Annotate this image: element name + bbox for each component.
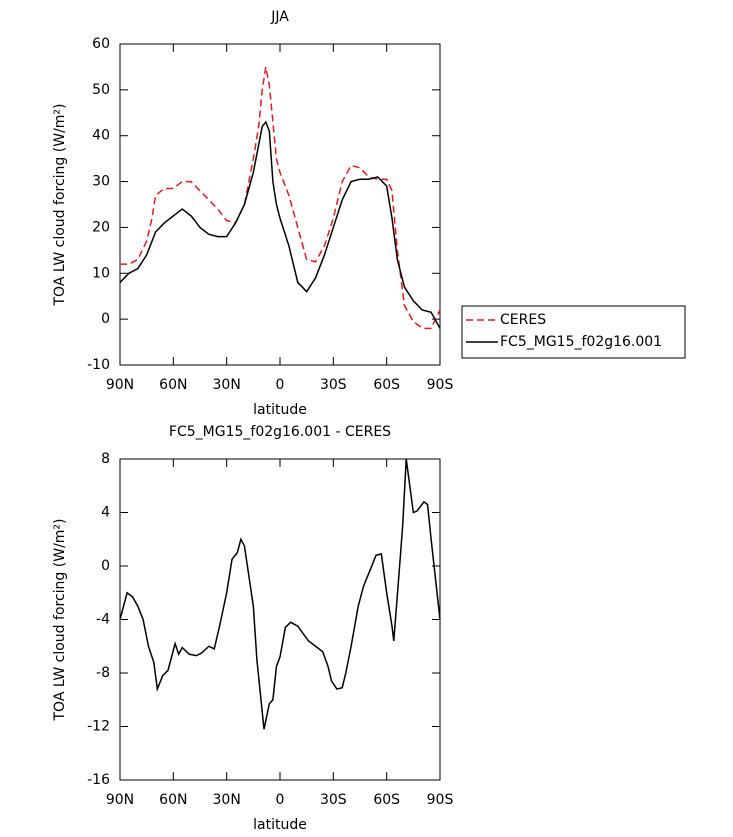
y-tick-label: 20 [92, 219, 110, 235]
x-tick-label: 30N [213, 792, 241, 808]
x-tick-label: 90N [106, 377, 134, 393]
plot-frame [119, 43, 441, 366]
y-tick-label: -10 [87, 357, 110, 373]
x-tick-label: 60S [373, 792, 400, 808]
legend-label: FC5_MG15_f02g16.001 [500, 334, 662, 350]
x-tick-label: 60N [159, 792, 187, 808]
y-tick-label: 60 [92, 36, 110, 52]
y-tick-label: -12 [87, 719, 110, 735]
data-line [119, 458, 441, 730]
x-tick-label: 30S [320, 792, 347, 808]
x-axis-label: latitude [253, 402, 307, 418]
y-tick-label: 0 [101, 558, 110, 574]
x-tick-label: 60S [373, 377, 400, 393]
legend-label: CERES [500, 312, 546, 328]
y-tick-label: 50 [92, 82, 110, 98]
y-tick-label: 10 [92, 265, 110, 281]
y-tick-label: -16 [87, 772, 110, 788]
x-axis-label: latitude [253, 817, 307, 833]
chart-title: FC5_MG15_f02g16.001 - CERES [169, 424, 391, 440]
x-tick-label: 0 [276, 377, 285, 393]
y-tick-label: -8 [96, 665, 110, 681]
x-tick-label: 60N [159, 377, 187, 393]
x-tick-label: 30S [320, 377, 347, 393]
y-axis-label: TOA LW cloud forcing (W/m²) [52, 104, 68, 307]
chart-title: JJA [270, 9, 289, 25]
x-tick-label: 90N [106, 792, 134, 808]
y-tick-label: 30 [92, 174, 110, 190]
x-tick-label: 90S [427, 792, 454, 808]
y-tick-label: 4 [101, 505, 110, 521]
y-tick-label: 8 [101, 451, 110, 467]
plot-frame [119, 458, 441, 781]
data-line [120, 66, 441, 330]
x-tick-label: 90S [427, 377, 454, 393]
y-tick-label: -4 [96, 612, 110, 628]
legend-box [461, 305, 686, 359]
y-tick-label: 40 [92, 128, 110, 144]
x-tick-label: 30N [213, 377, 241, 393]
y-tick-label: 0 [101, 311, 110, 327]
y-axis-label: TOA LW cloud forcing (W/m²) [52, 519, 68, 722]
data-line [119, 120, 441, 329]
x-tick-label: 0 [276, 792, 285, 808]
